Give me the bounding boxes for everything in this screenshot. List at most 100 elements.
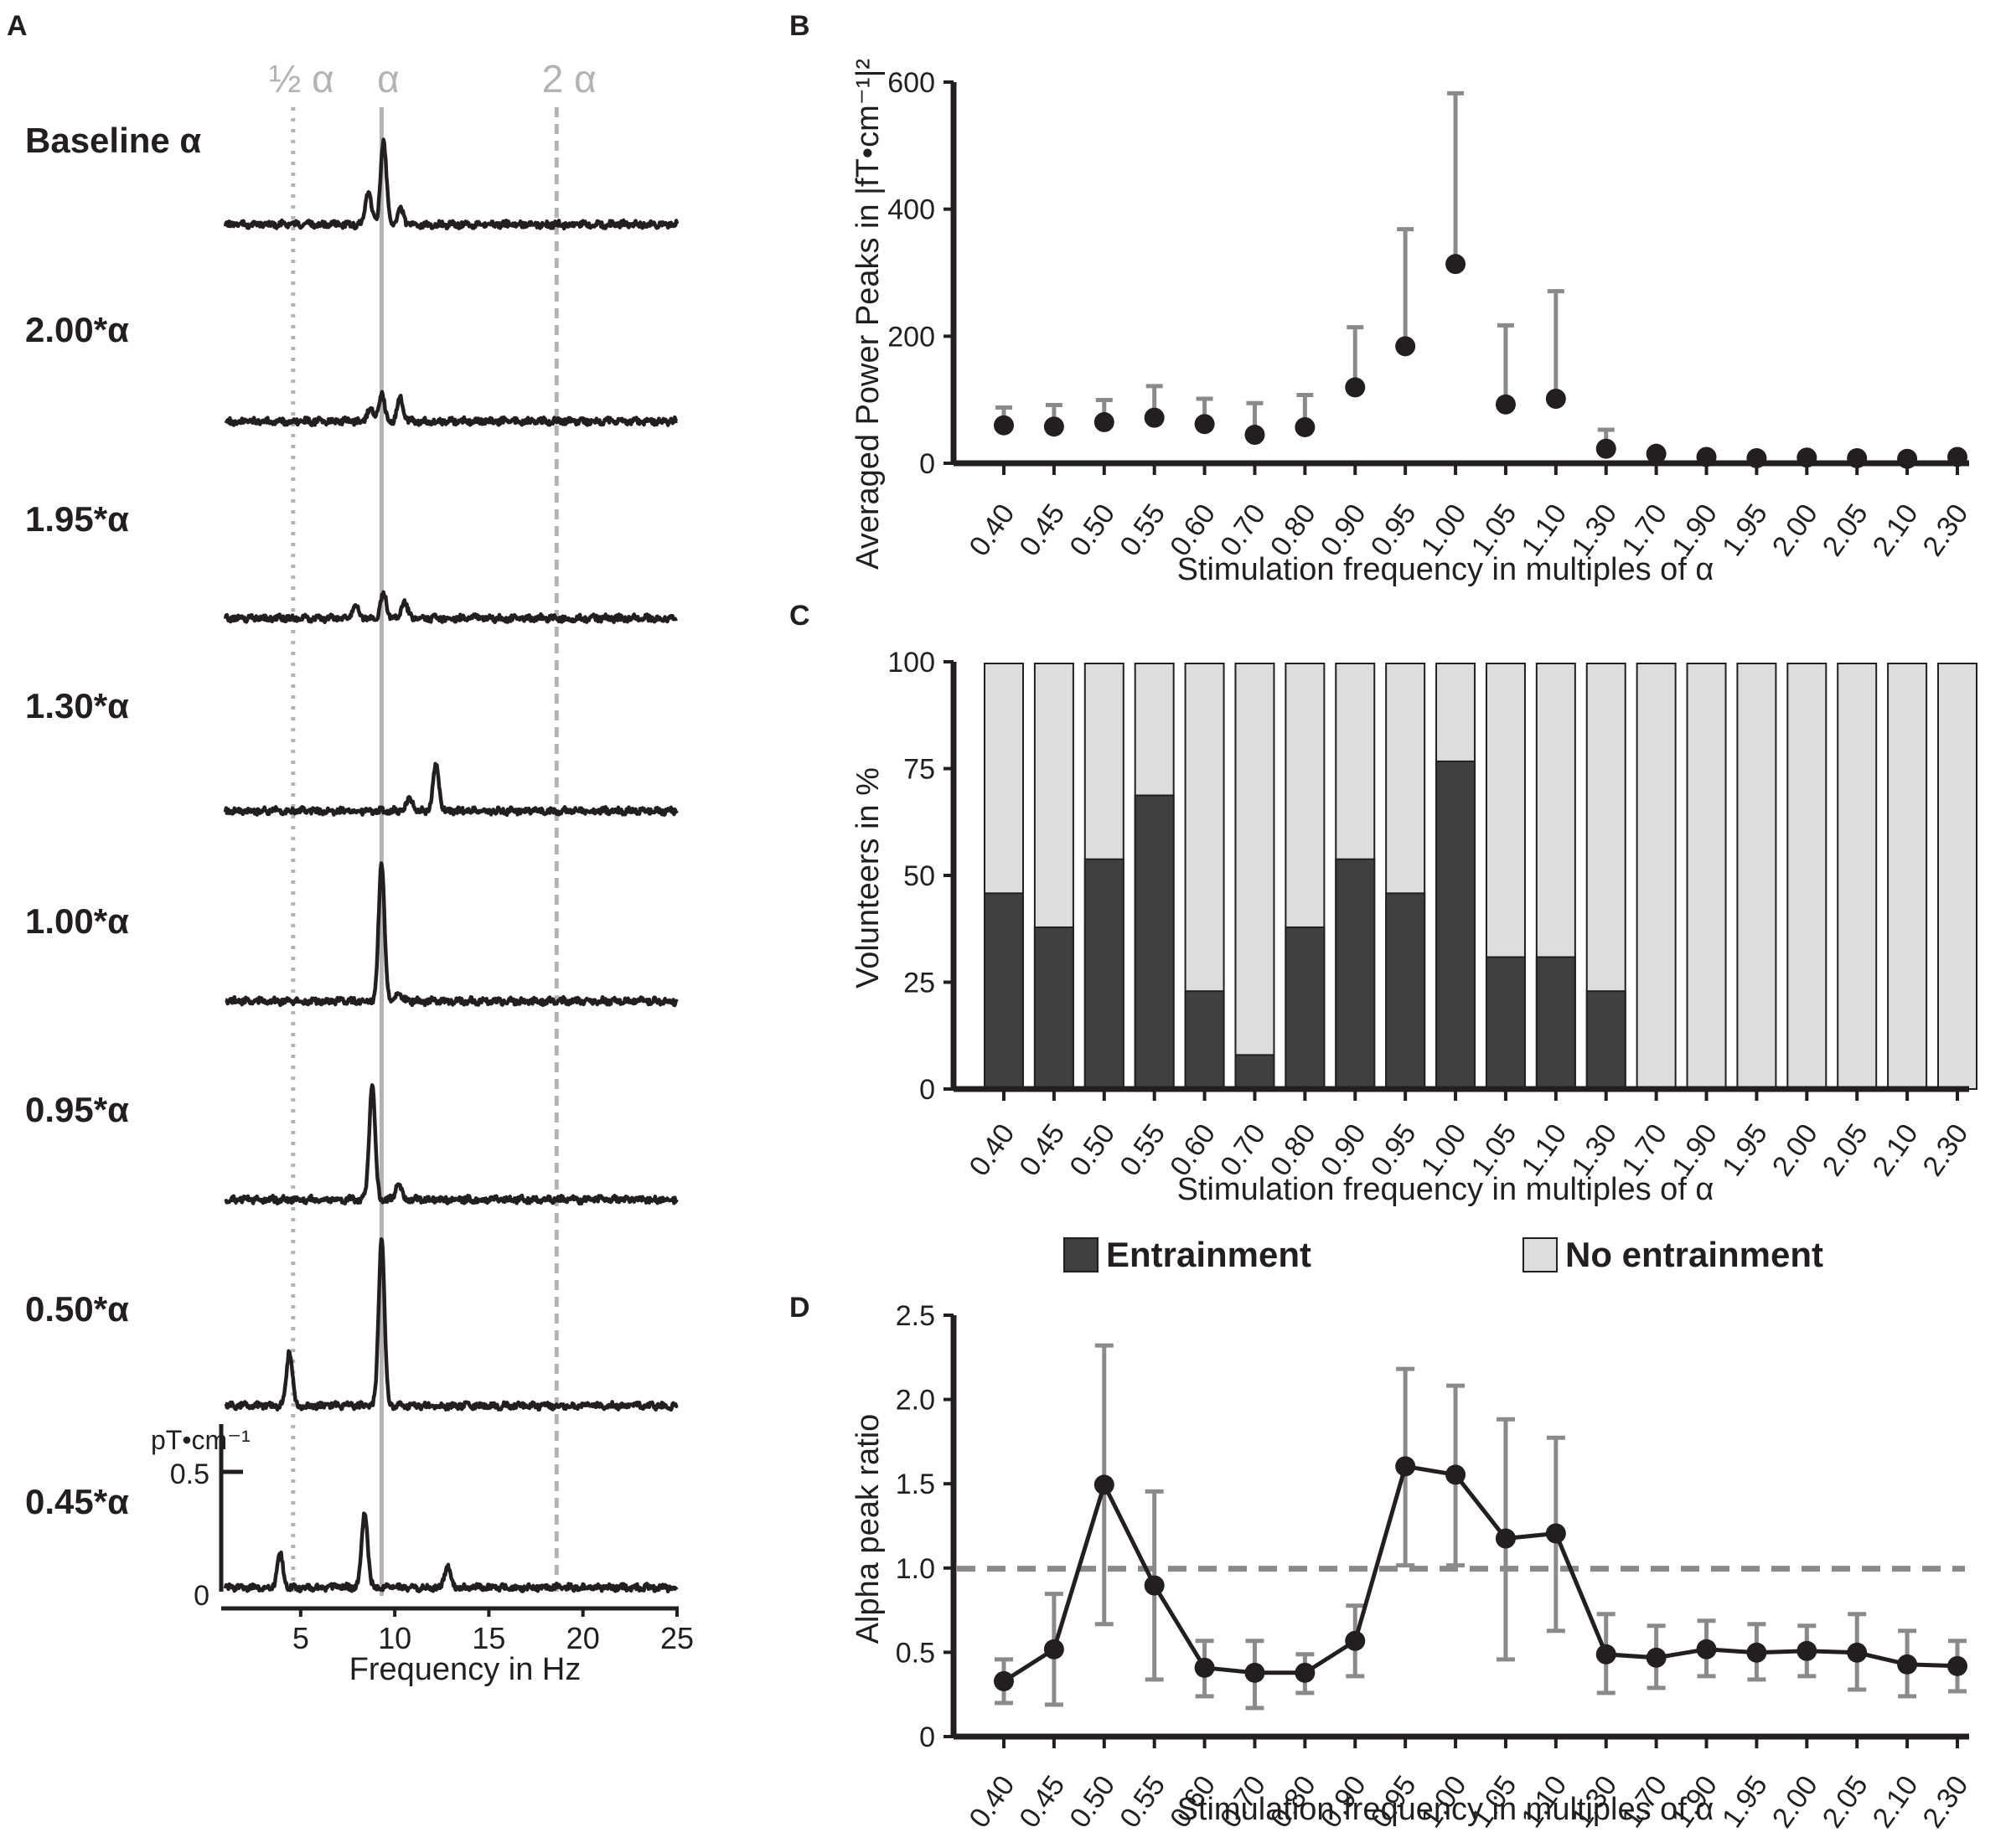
d-x-tick-label-17: 2.05 [1817, 1770, 1874, 1834]
trace-label-1: 2.00*α [25, 310, 129, 349]
b-point-14 [1696, 447, 1717, 467]
d-point-5 [1244, 1662, 1265, 1683]
guide-label-0: ½ α [269, 57, 334, 101]
spectrum-trace-1 [224, 390, 679, 427]
b-point-12 [1595, 438, 1616, 459]
guide-label-1: α [377, 57, 400, 101]
b-y-tick-label-3: 600 [887, 67, 935, 99]
c-bar-entrainment-3 [1134, 794, 1175, 1090]
b-x-tick-label-2: 0.50 [1063, 498, 1121, 562]
c-bar-entrainment-8 [1385, 892, 1426, 1090]
b-x-tick-label-16: 2.00 [1766, 498, 1824, 562]
x-tick-label-4: 25 [660, 1621, 694, 1655]
trace-label-3: 1.30*α [25, 686, 129, 725]
c-y-tick-label-3: 75 [903, 754, 935, 786]
c-x-tick-label-3: 0.55 [1114, 1118, 1171, 1182]
c-x-tick-label-19: 2.30 [1916, 1118, 1974, 1182]
spectrum-trace-0 [223, 137, 680, 231]
c-bar-entrainment-5 [1234, 1054, 1275, 1090]
c-x-tick-label-15: 1.95 [1716, 1118, 1774, 1182]
d-x-tick-label-2: 0.50 [1063, 1770, 1121, 1834]
d-point-2 [1093, 1474, 1114, 1495]
panel-c-ylabel: Volunteers in % [850, 767, 886, 989]
spectrum-trace-3 [223, 761, 679, 818]
c-bar-no-entrainment-15 [1736, 663, 1777, 1090]
c-bar-entrainment-0 [984, 892, 1024, 1090]
b-point-2 [1093, 411, 1114, 432]
b-x-tick-label-3: 0.55 [1114, 498, 1171, 562]
c-bar-no-entrainment-18 [1887, 663, 1928, 1090]
panel-a-xlabel: Frequency in Hz [349, 1652, 582, 1687]
d-x-tick-label-16: 2.00 [1766, 1770, 1824, 1834]
legend-label-no-entrainment: No entrainment [1565, 1235, 1823, 1274]
trace-label-4: 1.00*α [25, 901, 129, 941]
d-point-13 [1646, 1647, 1667, 1668]
trace-label-0: Baseline α [25, 121, 201, 160]
c-x-tick-label-2: 0.50 [1063, 1118, 1121, 1182]
b-x-tick-label-0: 0.40 [963, 498, 1021, 562]
panel-label-a: A [7, 10, 28, 42]
panel-label-b: B [789, 10, 810, 42]
c-bar-entrainment-12 [1585, 990, 1626, 1091]
c-bar-no-entrainment-19 [1937, 663, 1977, 1090]
b-point-13 [1646, 443, 1667, 464]
panel-b-xlabel: Stimulation frequency in multiples of α [1177, 552, 1714, 587]
b-point-1 [1043, 416, 1064, 437]
trace-label-5: 0.95*α [25, 1090, 129, 1129]
c-bar-entrainment-9 [1435, 760, 1476, 1091]
b-x-tick-label-15: 1.95 [1716, 498, 1774, 562]
b-point-8 [1395, 336, 1416, 357]
b-point-0 [994, 415, 1014, 436]
panel-d-ylabel: Alpha peak ratio [850, 1414, 886, 1644]
b-point-11 [1545, 388, 1566, 409]
d-point-4 [1194, 1657, 1215, 1678]
trace-label-6: 0.50*α [25, 1289, 129, 1329]
b-point-17 [1847, 447, 1868, 468]
d-point-6 [1295, 1662, 1316, 1683]
c-bar-entrainment-11 [1535, 956, 1576, 1091]
b-point-6 [1295, 416, 1316, 437]
d-x-tick-label-1: 0.45 [1013, 1770, 1071, 1834]
d-x-tick-label-18: 2.10 [1867, 1770, 1925, 1834]
panel-c-xlabel: Stimulation frequency in multiples of α [1177, 1172, 1714, 1207]
d-x-tick-label-0: 0.40 [963, 1770, 1021, 1834]
c-bar-no-entrainment-17 [1837, 663, 1878, 1090]
b-point-5 [1244, 425, 1265, 446]
b-point-3 [1144, 407, 1165, 428]
guide-label-2: 2 α [542, 57, 597, 101]
x-tick-label-1: 10 [378, 1621, 411, 1655]
d-x-tick-label-3: 0.55 [1114, 1770, 1171, 1834]
d-point-8 [1395, 1456, 1416, 1477]
b-x-tick-label-18: 2.10 [1867, 498, 1925, 562]
d-y-tick-label-1: 0.5 [896, 1637, 935, 1669]
spectrum-trace-4 [224, 861, 679, 1008]
c-bar-entrainment-7 [1335, 858, 1376, 1091]
panel-d-alpha-ratio: 00.51.01.52.02.50.400.450.500.550.600.70… [896, 1300, 1975, 1834]
c-bar-no-entrainment-5 [1234, 663, 1275, 1090]
b-point-10 [1495, 394, 1516, 415]
panel-d-xlabel: Stimulation frequency in multiples of α [1177, 1792, 1714, 1827]
c-x-tick-label-17: 2.05 [1817, 1118, 1874, 1182]
spectrum-trace-7 [223, 1511, 679, 1594]
trace-label-7: 0.45*α [25, 1482, 129, 1521]
b-x-tick-label-1: 0.45 [1013, 498, 1071, 562]
d-x-tick-label-19: 2.30 [1916, 1770, 1974, 1834]
legend-swatch-entrainment [1063, 1237, 1099, 1272]
b-x-tick-label-17: 2.05 [1817, 498, 1874, 562]
d-point-11 [1545, 1523, 1566, 1544]
b-point-7 [1345, 377, 1366, 398]
b-y-tick-label-1: 200 [887, 321, 935, 353]
b-y-tick-label-2: 400 [887, 194, 935, 226]
d-point-10 [1495, 1528, 1516, 1549]
spectrum-trace-2 [223, 590, 679, 625]
legend-label-entrainment: Entrainment [1106, 1235, 1311, 1274]
d-x-tick-label-15: 1.95 [1716, 1770, 1774, 1834]
c-bar-no-entrainment-14 [1686, 663, 1727, 1090]
d-point-14 [1696, 1639, 1717, 1660]
d-y-tick-label-4: 2.0 [896, 1385, 935, 1417]
panel-a-spectra: ½ α α 2 α Baseline α 2.00*α 1.95*α 1.30*α 1.00*… [25, 57, 694, 1655]
c-y-tick-label-1: 25 [903, 968, 935, 999]
d-point-18 [1897, 1654, 1918, 1675]
c-bar-entrainment-10 [1485, 956, 1526, 1091]
